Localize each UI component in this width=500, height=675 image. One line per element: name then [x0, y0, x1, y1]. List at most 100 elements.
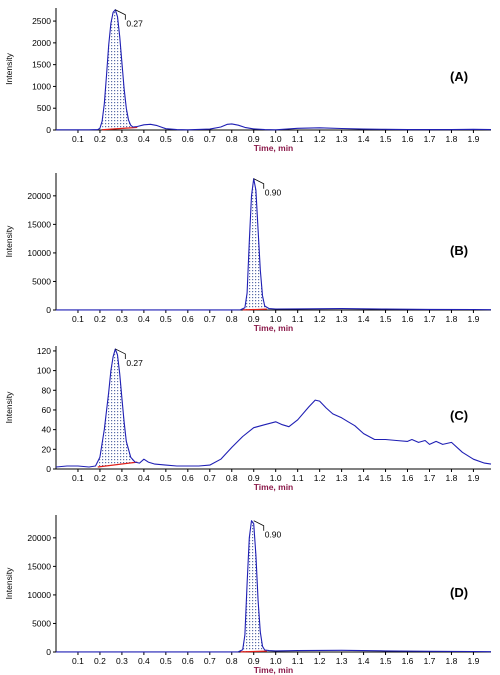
x-tick-label: 0.2 — [94, 656, 106, 666]
x-tick-label: 1.3 — [336, 314, 348, 324]
x-tick-label: 0.6 — [182, 656, 194, 666]
x-axis-label: Time, min — [254, 482, 294, 492]
x-tick-label: 1.8 — [446, 473, 458, 483]
x-tick-label: 0.8 — [226, 314, 238, 324]
x-tick-label: 0.2 — [94, 134, 106, 144]
y-tick-label: 2000 — [32, 38, 51, 48]
x-tick-label: 1.4 — [358, 656, 370, 666]
integration-baseline — [97, 461, 138, 468]
x-tick-label: 0.2 — [94, 314, 106, 324]
y-axis-label: Intensity — [4, 52, 14, 84]
y-tick-label: 1000 — [32, 81, 51, 91]
x-tick-label: 1.5 — [380, 314, 392, 324]
x-tick-label: 1.8 — [446, 134, 458, 144]
integration-baseline — [240, 650, 267, 653]
series-line — [56, 9, 492, 131]
x-tick-label: 1.6 — [402, 656, 414, 666]
x-tick-label: 1.7 — [424, 134, 436, 144]
x-tick-label: 0.8 — [226, 473, 238, 483]
x-tick-label: 1.5 — [380, 134, 392, 144]
x-tick-label: 1.5 — [380, 656, 392, 666]
y-tick-label: 20 — [42, 444, 52, 454]
y-tick-label: 80 — [42, 385, 52, 395]
peak-annotation-label: 0.90 — [265, 188, 282, 198]
x-tick-label: 0.2 — [94, 473, 106, 483]
x-tick-label: 1.2 — [314, 473, 326, 483]
x-tick-label: 0.6 — [182, 473, 194, 483]
peak-shaded-area — [102, 9, 138, 130]
y-tick-label: 10000 — [27, 248, 51, 258]
x-tick-label: 1.6 — [402, 473, 414, 483]
y-tick-label: 10000 — [27, 590, 51, 600]
x-tick-label: 1.1 — [292, 656, 304, 666]
x-tick-label: 0.5 — [160, 314, 172, 324]
y-tick-label: 2500 — [32, 16, 51, 26]
peak-annotation-label: 0.27 — [126, 358, 143, 368]
peak-annotation-leader — [253, 520, 265, 531]
y-tick-label: 500 — [37, 103, 51, 113]
x-tick-label: 1.1 — [292, 473, 304, 483]
series-line — [56, 178, 492, 311]
x-tick-label: 0.7 — [204, 134, 216, 144]
y-tick-label: 1500 — [32, 60, 51, 70]
panel-label: (A) — [450, 69, 468, 84]
chart-panel-3: 0 20 40 60 80 100 120 0.1 0.2 0.3 0.4 0.5 0.6 0.7 0.8 0… — [4, 346, 492, 492]
peak-annotation-label: 0.90 — [265, 530, 282, 540]
x-tick-label: 1.0 — [270, 473, 282, 483]
x-tick-label: 0.1 — [72, 656, 84, 666]
x-tick-label: 1.6 — [402, 314, 414, 324]
panel-label: (D) — [450, 585, 468, 600]
x-tick-label: 1.8 — [446, 314, 458, 324]
x-tick-label: 0.4 — [138, 473, 150, 483]
y-axis-label: Intensity — [4, 567, 14, 599]
y-tick-label: 40 — [42, 425, 52, 435]
x-tick-label: 1.7 — [424, 473, 436, 483]
x-tick-label: 1.9 — [468, 656, 480, 666]
x-tick-label: 0.1 — [72, 473, 84, 483]
x-tick-label: 0.8 — [226, 656, 238, 666]
x-tick-label: 0.5 — [160, 473, 172, 483]
series-line — [56, 520, 492, 653]
x-tick-label: 1.2 — [314, 656, 326, 666]
y-tick-label: 15000 — [27, 561, 51, 571]
x-axis-label: Time, min — [254, 665, 294, 675]
x-tick-label: 1.7 — [424, 314, 436, 324]
x-tick-label: 0.3 — [116, 473, 128, 483]
x-tick-label: 1.9 — [468, 314, 480, 324]
x-tick-label: 0.9 — [248, 473, 260, 483]
x-tick-label: 0.7 — [204, 473, 216, 483]
peak-annotation-label: 0.27 — [126, 19, 143, 29]
peak-shaded-area — [240, 520, 267, 652]
x-axis-label: Time, min — [254, 143, 294, 153]
peak-annotation-leader — [253, 178, 265, 189]
x-tick-label: 0.3 — [116, 314, 128, 324]
integration-baseline — [102, 126, 138, 131]
chart-panel-1: 0 500 1000 1500 2000 2500 0.1 0.2 0.3 0.4 0.5 0.6 0.… — [4, 8, 492, 153]
x-tick-label: 1.9 — [468, 134, 480, 144]
x-tick-label: 0.4 — [138, 134, 150, 144]
x-tick-label: 1.1 — [292, 314, 304, 324]
chart-panel-4: 0 5000 10000 15000 20000 0.1 0.2 0.3 0.4 0.5 0.6 0.… — [4, 515, 492, 675]
y-tick-label: 0 — [46, 125, 51, 135]
x-tick-label: 1.3 — [336, 656, 348, 666]
x-tick-label: 0.3 — [116, 134, 128, 144]
peak-annotation-leader — [115, 348, 126, 359]
x-tick-label: 0.9 — [248, 656, 260, 666]
x-tick-label: 1.3 — [336, 473, 348, 483]
x-tick-label: 1.8 — [446, 656, 458, 666]
y-tick-label: 120 — [37, 346, 51, 356]
y-tick-label: 5000 — [32, 618, 51, 628]
x-tick-label: 1.0 — [270, 314, 282, 324]
chart-panel-2: 0 5000 10000 15000 20000 0.1 0.2 0.3 0.4 0.5 0.6 0.… — [4, 173, 492, 333]
x-tick-label: 1.5 — [380, 473, 392, 483]
peak-shaded-area — [97, 349, 138, 467]
integration-baseline — [242, 308, 267, 311]
x-tick-label: 0.4 — [138, 314, 150, 324]
x-tick-label: 0.4 — [138, 656, 150, 666]
x-tick-label: 1.0 — [270, 134, 282, 144]
x-tick-label: 0.8 — [226, 134, 238, 144]
x-tick-label: 0.5 — [160, 656, 172, 666]
y-tick-label: 20000 — [27, 533, 51, 543]
x-tick-label: 0.9 — [248, 314, 260, 324]
